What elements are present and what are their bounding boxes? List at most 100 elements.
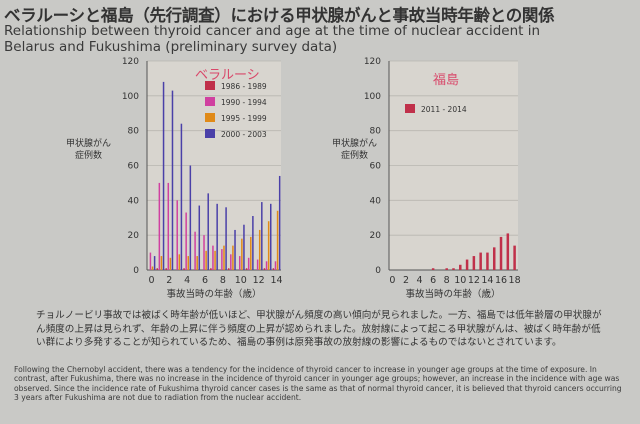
belarus-bar: [243, 224, 245, 270]
belarus-bar: [261, 202, 263, 270]
belarus-bar: [274, 261, 277, 270]
belarus-bar: [216, 203, 218, 270]
fukushima-bar: [472, 256, 476, 270]
belarus-bar: [183, 268, 185, 270]
belarus-legend-label: 1995 - 1999: [221, 114, 267, 123]
belarus-bar: [214, 250, 216, 270]
fukushima-y-tick-label: 80: [370, 127, 382, 137]
belarus-bar: [263, 268, 266, 270]
belarus-bar: [245, 268, 248, 270]
page-subtitle: Relationship between thyroid cancer and …: [4, 23, 541, 55]
fukushima-legend-label: 2011 - 2014: [421, 105, 467, 114]
belarus-bar: [180, 123, 183, 270]
fukushima-x-tick-label: 18: [509, 275, 521, 286]
belarus-legend-label: 1990 - 1994: [221, 98, 267, 107]
belarus-bar: [272, 268, 275, 270]
belarus-bar: [151, 266, 154, 270]
belarus-legend-label: 2000 - 2003: [221, 130, 267, 139]
belarus-x-tick-label: 8: [220, 275, 226, 286]
belarus-bar: [176, 200, 178, 270]
fukushima-y-axis-label: 甲状腺がん 症例数: [332, 139, 378, 161]
belarus-bar: [160, 256, 163, 270]
belarus-x-axis-label: 事故当時の年齢（歳）: [166, 288, 261, 300]
belarus-bar: [167, 182, 170, 270]
belarus-x-tick-label: 0: [148, 275, 154, 286]
belarus-bar: [196, 256, 198, 270]
page-title: ベラルーシと福島（先行調査）における甲状腺がんと事故当時年齢との関係: [4, 6, 555, 25]
belarus-bar: [165, 268, 167, 270]
belarus-legend-swatch: [205, 81, 215, 90]
fukushima-bar: [486, 252, 489, 270]
belarus-y-tick-label: 120: [122, 57, 139, 67]
fukushima-y-tick-label: 100: [364, 92, 381, 102]
belarus-bar: [207, 193, 209, 270]
fukushima-x-tick-label: 4: [417, 275, 423, 286]
fukushima-y-tick-label: 20: [370, 231, 382, 241]
fukushima-x-tick-label: 6: [430, 275, 436, 286]
fukushima-x-tick-label: 0: [389, 275, 395, 286]
fukushima-x-tick-label: 12: [468, 275, 480, 286]
belarus-y-tick-label: 40: [128, 196, 140, 206]
belarus-bar: [276, 210, 279, 270]
belarus-bar: [187, 256, 189, 270]
fukushima-y-tick-label: 40: [370, 196, 382, 206]
belarus-bar: [227, 268, 230, 270]
belarus-bar: [198, 205, 201, 270]
belarus-x-tick-label: 10: [235, 275, 247, 286]
belarus-x-tick-label: 4: [184, 275, 190, 286]
fukushima-bar: [445, 268, 448, 270]
fukushima-x-tick-label: 10: [454, 275, 466, 286]
belarus-bar: [210, 268, 212, 270]
belarus-bar: [221, 249, 223, 270]
fukushima-x-tick-label: 2: [403, 275, 409, 286]
belarus-bar: [256, 259, 259, 270]
belarus-bar: [149, 252, 152, 270]
belarus-x-tick-label: 12: [253, 275, 265, 286]
belarus-bar: [252, 216, 254, 270]
belarus-chart-title: ベラルーシ: [195, 68, 260, 83]
belarus-bar: [189, 165, 192, 270]
belarus-bar: [247, 257, 250, 270]
fukushima-bar: [452, 268, 455, 270]
fukushima-x-axis-label: 事故当時の年齢（歳）: [405, 288, 500, 300]
fukushima-bar: [513, 245, 516, 270]
fukushima-y-tick-label: 60: [370, 162, 382, 172]
belarus-bar: [267, 221, 270, 270]
belarus-bar: [156, 268, 158, 270]
belarus-x-tick-label: 6: [202, 275, 208, 286]
belarus-bar: [234, 229, 236, 270]
belarus-bar: [278, 175, 281, 270]
belarus-bar: [241, 238, 243, 270]
fukushima-bar: [479, 252, 482, 270]
belarus-legend-label: 1986 - 1989: [221, 82, 267, 91]
description-japanese: チョルノービリ事故では被ばく時年齢が低いほど、甲状腺がん頻度の高い傾向が見られま…: [36, 310, 602, 348]
belarus-bar: [203, 235, 205, 270]
belarus-bar: [153, 256, 156, 270]
belarus-bar: [270, 203, 272, 270]
fukushima-bar: [499, 236, 503, 270]
belarus-y-axis-label: 甲状腺がん 症例数: [66, 139, 112, 161]
belarus-legend-swatch: [205, 129, 215, 138]
belarus-bar: [232, 245, 234, 270]
belarus-bar: [225, 207, 227, 270]
belarus-bar: [185, 212, 187, 270]
belarus-bar: [212, 245, 214, 270]
belarus-bar: [194, 231, 196, 270]
belarus-bar: [258, 229, 261, 270]
description-english: Following the Chernobyl accident, there …: [14, 365, 622, 403]
fukushima-x-tick-label: 8: [444, 275, 450, 286]
fukushima-bar: [431, 268, 435, 270]
belarus-bar: [230, 254, 232, 270]
fukushima-y-tick-label: 0: [375, 266, 381, 276]
belarus-bar: [169, 257, 172, 270]
belarus-x-tick-label: 14: [270, 275, 282, 286]
fukushima-bar: [459, 264, 462, 270]
belarus-y-tick-label: 20: [128, 231, 140, 241]
belarus-bar: [171, 90, 174, 270]
belarus-bar: [223, 245, 225, 270]
fukushima-bar: [465, 259, 469, 270]
belarus-bar: [162, 81, 165, 271]
belarus-y-tick-label: 60: [128, 162, 140, 172]
belarus-bar: [239, 256, 241, 270]
